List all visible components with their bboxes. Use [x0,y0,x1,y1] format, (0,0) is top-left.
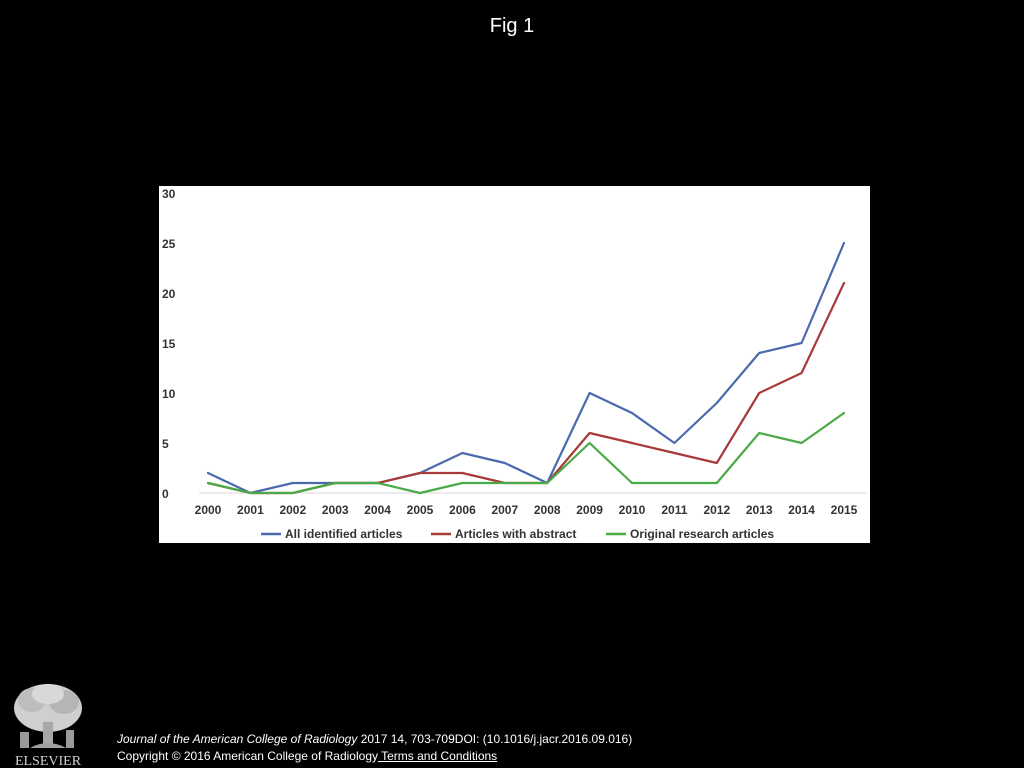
series-lines [206,241,846,495]
citation-block: Journal of the American College of Radio… [117,731,632,765]
x-tick-labels: 2000 2001 2002 2003 2004 2005 2006 2007 2008 2009… [195,503,858,517]
x-tick-label: 2004 [364,503,391,517]
chart-panel: 0 5 10 15 20 25 30 2000 2001 2002 2003 2004 2005 200… [159,186,870,543]
x-tick-label: 2002 [279,503,306,517]
elsevier-wordmark: ELSEVIER [15,754,82,768]
x-tick-label: 2015 [831,503,858,517]
x-tick-label: 2009 [576,503,603,517]
x-tick-label: 2011 [661,503,687,517]
copyright-line: Copyright © 2016 American College of Rad… [117,748,632,765]
copyright-text: Copyright © 2016 American College of Rad… [117,749,378,763]
y-tick-label: 15 [162,337,176,351]
x-tick-label: 2014 [788,503,815,517]
x-tick-label: 2012 [703,503,730,517]
x-tick-label: 2005 [407,503,434,517]
series-line-3 [206,411,846,495]
x-tick-label: 2007 [491,503,518,517]
y-tick-label: 0 [162,487,169,501]
legend-label: All identified articles [285,527,403,541]
citation-line: Journal of the American College of Radio… [117,731,632,748]
x-tick-label: 2010 [619,503,646,517]
series-line-2 [206,281,846,495]
citation-details: 2017 14, 703-709DOI: (10.1016/j.jacr.201… [357,732,633,746]
elsevier-logo: ELSEVIER [14,684,82,768]
y-tick-label: 20 [162,287,176,301]
tree-icon [14,684,82,748]
legend-label: Articles with abstract [455,527,576,541]
x-tick-label: 2003 [322,503,349,517]
x-tick-label: 2000 [195,503,222,517]
x-tick-label: 2008 [534,503,561,517]
series-line-1 [206,241,846,495]
x-tick-label: 2006 [449,503,476,517]
figure-title: Fig 1 [489,15,535,37]
legend-label: Original research articles [630,527,774,541]
x-tick-label: 2013 [746,503,773,517]
terms-and-conditions-link[interactable]: Terms and Conditions [378,749,498,763]
y-tick-labels: 0 5 10 15 20 25 30 [162,187,176,501]
y-tick-label: 5 [162,437,169,451]
y-tick-label: 25 [162,237,176,251]
x-tick-label: 2001 [237,503,264,517]
journal-name: Journal of the American College of Radio… [117,732,358,746]
y-tick-label: 10 [162,387,176,401]
y-tick-label: 30 [162,187,176,201]
legend: All identified articles Articles with abs… [261,527,774,541]
